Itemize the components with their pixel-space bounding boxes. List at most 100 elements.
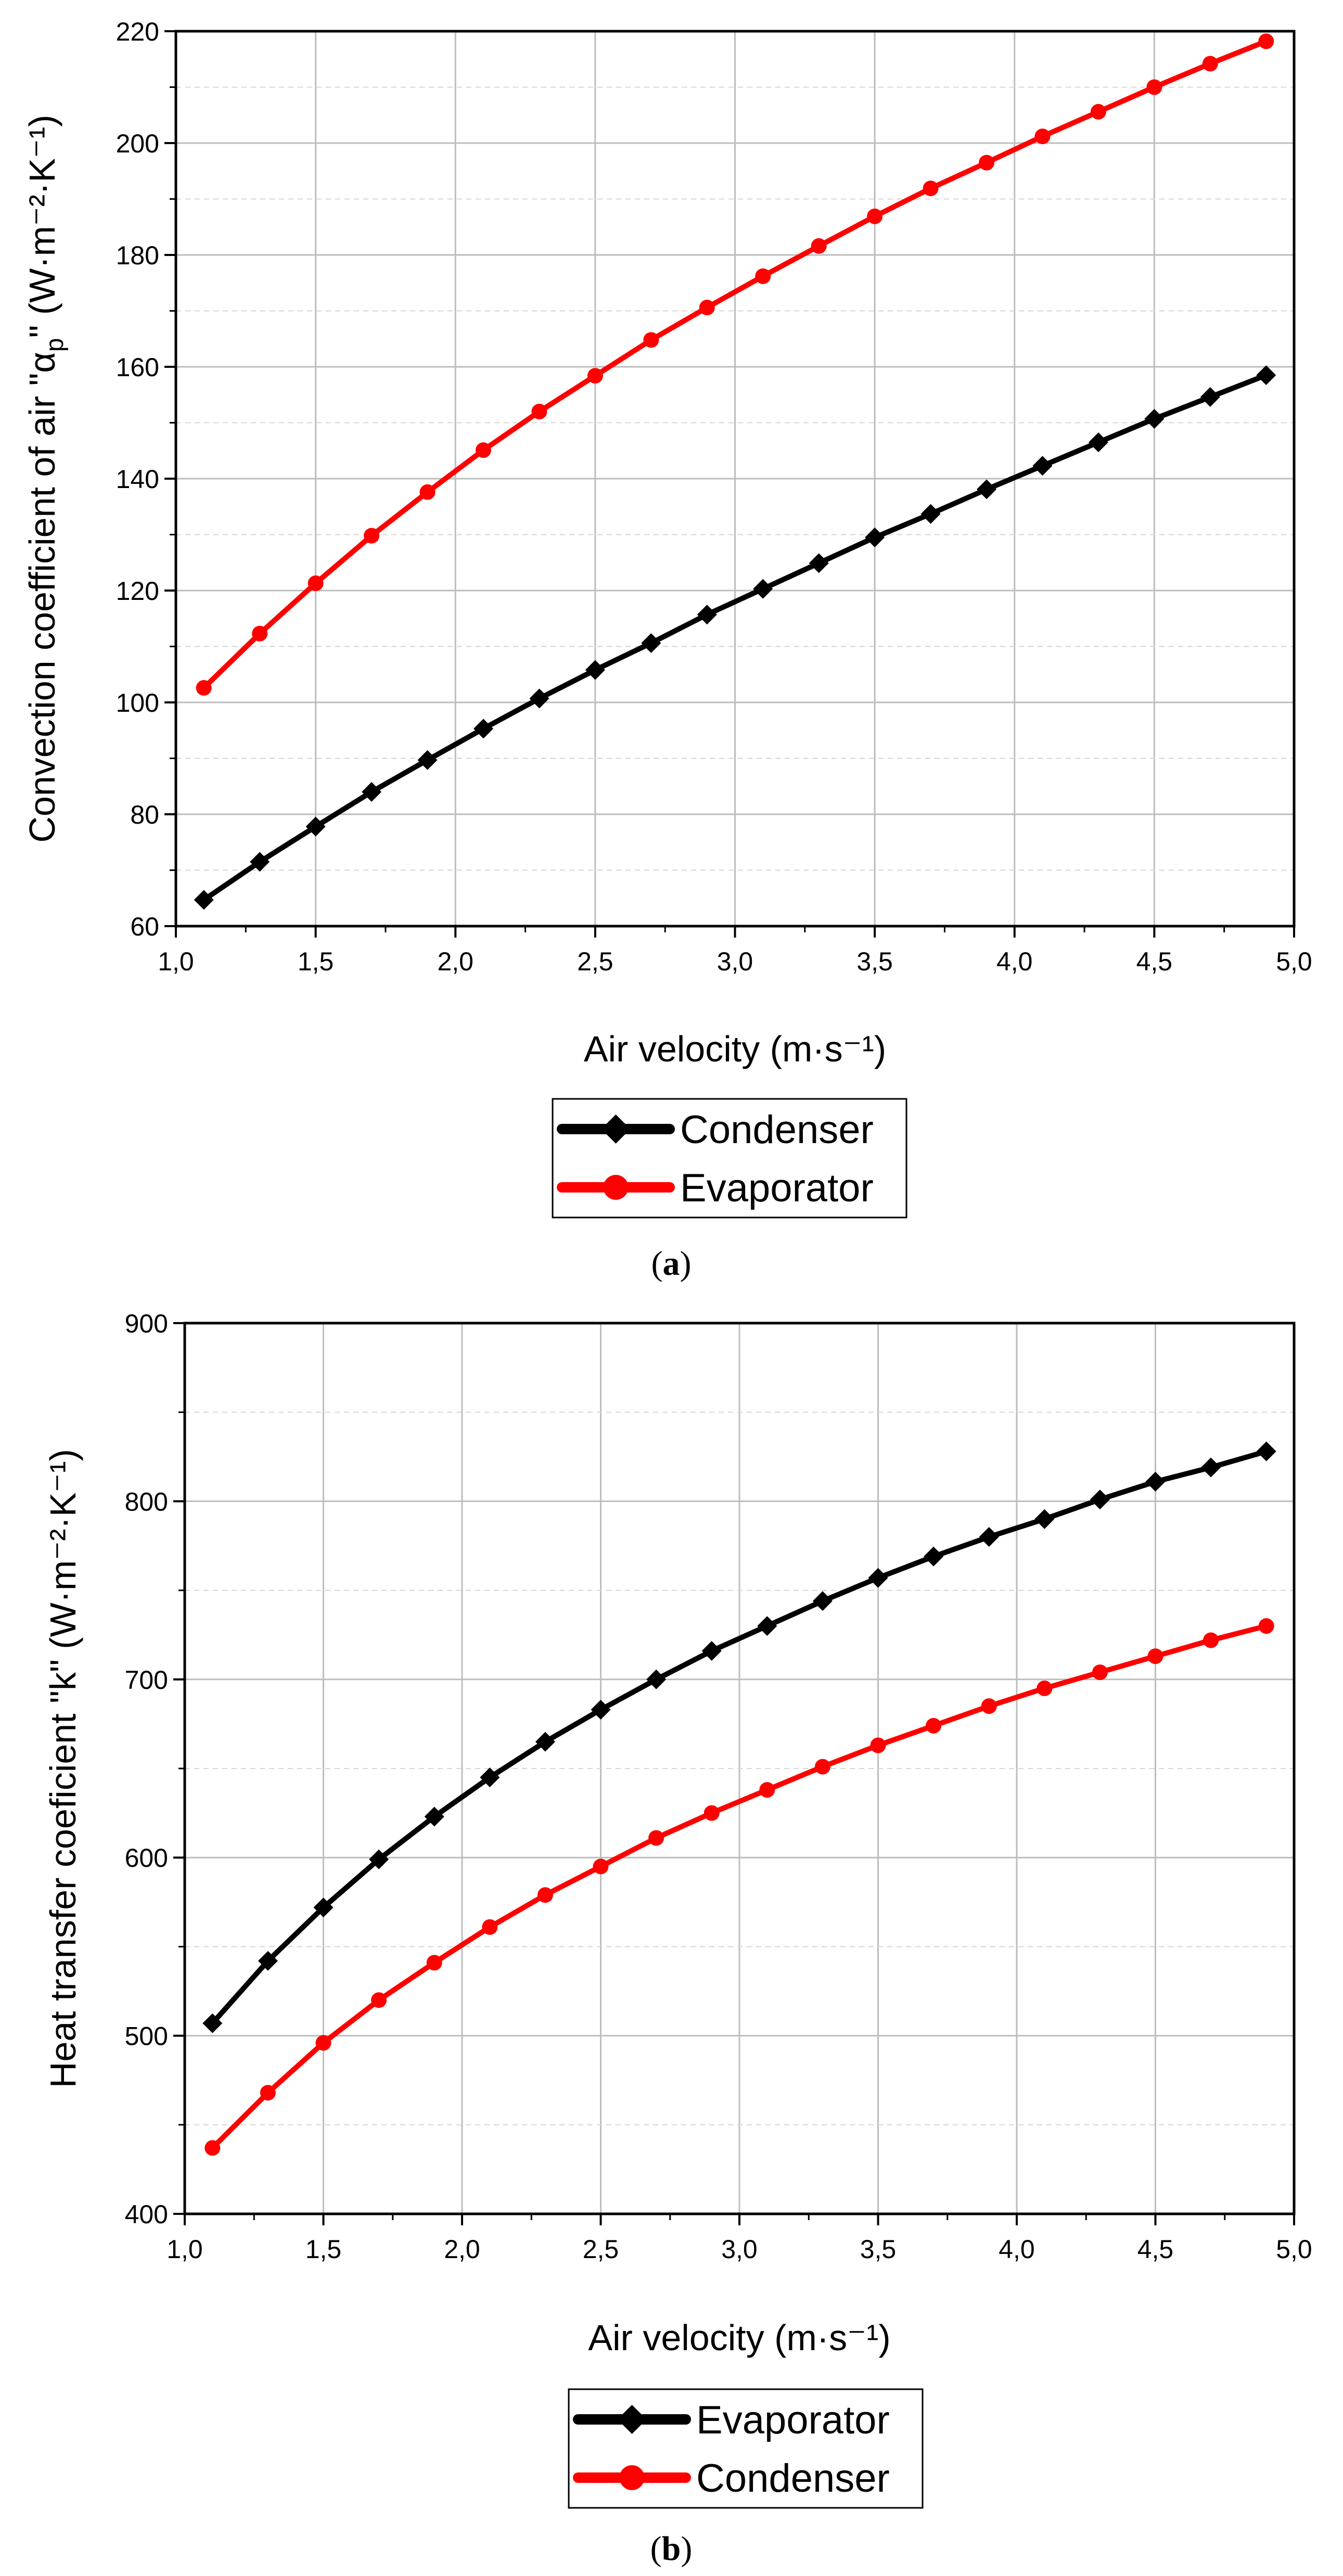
data-point-condenser: [260, 2085, 276, 2101]
data-point-evaporator: [1201, 1457, 1221, 1478]
data-point-condenser: [362, 782, 382, 802]
chart-panel-a: 1,0 1,5 2,0 2,5 3,0 3,5 4,0 4,5 5,0 60 80 100 120 140…: [22, 17, 1312, 1283]
x-tick-label: 3,5: [860, 2235, 897, 2264]
data-point-evaporator: [979, 1527, 999, 1547]
series-line-condenser: [210, 1623, 1267, 2150]
data-point-evaporator: [1256, 1441, 1276, 1462]
chart-panel-b: 1,0 1,5 2,0 2,5 3,0 3,5 4,0 4,5 5,0 400 500 600 700 8…: [43, 1309, 1312, 2568]
data-point-condenser: [482, 1919, 498, 1935]
data-point-condenser: [920, 504, 941, 524]
data-point-condenser: [426, 1955, 442, 1971]
y-tick-label: 220: [116, 17, 159, 46]
x-tick-label: 4,0: [996, 947, 1033, 976]
data-point-condenser: [704, 1805, 720, 1821]
y-tick-label: 600: [125, 1843, 168, 1873]
x-tick-label: 3,0: [717, 947, 753, 976]
axis-ticks-b: 1,0 1,5 2,0 2,5 3,0 3,5 4,0 4,5 5,0 400 500 600 700 8…: [125, 1309, 1312, 2264]
panel-label-a: (a): [651, 1245, 692, 1283]
data-point-evaporator: [701, 1641, 722, 1661]
y-tick-label: 500: [125, 2022, 168, 2051]
gridlines-b: [184, 1322, 1295, 2215]
data-point-condenser: [537, 1887, 553, 1903]
series-group-b: [202, 1441, 1276, 2156]
x-tick-label: 4,0: [999, 2235, 1035, 2264]
data-point-condenser: [1203, 1632, 1219, 1648]
y-axis-title-b: Heat transfer coeficient "k" (W·m⁻²·K⁻¹): [43, 1449, 83, 2088]
data-point-evaporator: [369, 1849, 389, 1869]
data-point-condenser: [753, 579, 773, 599]
legend-item-condenser: Condenser: [557, 1108, 874, 1152]
data-point-evaporator: [755, 268, 771, 284]
y-tick-label: 160: [116, 353, 159, 382]
data-point-evaporator: [196, 680, 212, 696]
x-tick-label: 4,5: [1136, 947, 1173, 976]
data-point-condenser: [1256, 365, 1276, 386]
data-point-condenser: [865, 527, 885, 547]
series-evaporator: [196, 33, 1274, 696]
data-point-evaporator: [1090, 104, 1106, 120]
y-tick-label: 100: [116, 688, 159, 717]
x-tick-label: 3,0: [721, 2235, 758, 2264]
x-tick-label: 1,0: [158, 947, 194, 976]
data-point-condenser: [641, 633, 661, 653]
data-point-evaporator: [308, 575, 324, 592]
data-point-evaporator: [867, 208, 883, 224]
data-point-evaporator: [1145, 1471, 1166, 1492]
y-tick-label: 700: [125, 1665, 168, 1695]
plot-frame-a: [174, 30, 1296, 928]
y-tick-label: 80: [130, 800, 159, 829]
data-point-condenser: [981, 1698, 997, 1714]
data-point-evaporator: [424, 1806, 444, 1827]
legend-item-evaporator: Evaporator: [573, 2398, 890, 2442]
x-axis-title-b: Air velocity (m·s⁻¹): [588, 2317, 890, 2358]
data-point-condenser: [1032, 456, 1053, 476]
data-point-evaporator: [1146, 79, 1162, 95]
panel-label-b: (b): [650, 2530, 693, 2568]
legend-marker-circle: [619, 2465, 645, 2490]
data-point-condenser: [315, 2035, 331, 2051]
data-point-condenser: [759, 1782, 775, 1798]
data-point-condenser: [1092, 1664, 1108, 1681]
data-point-condenser: [529, 688, 549, 709]
series-condenser: [204, 1618, 1274, 2156]
y-title-a-sub: p: [41, 338, 69, 352]
x-axis-title-a: Air velocity (m·s⁻¹): [584, 1029, 886, 1069]
data-point-condenser: [1258, 1618, 1274, 1634]
plot-frame-b: [183, 1322, 1296, 2215]
data-point-condenser: [977, 479, 997, 499]
data-point-condenser: [585, 660, 605, 680]
x-tick-label: 1,5: [298, 947, 334, 976]
data-point-condenser: [305, 816, 326, 837]
series-evaporator: [202, 1441, 1276, 2033]
data-point-condenser: [809, 553, 829, 573]
data-point-evaporator: [587, 368, 603, 384]
data-point-evaporator: [535, 1732, 555, 1752]
y-axis-title-a: Convection coefficient of air "αp" (W·m⁻…: [22, 114, 69, 842]
data-point-condenser: [593, 1859, 609, 1875]
data-point-condenser: [417, 750, 438, 770]
data-point-condenser: [1147, 1648, 1163, 1664]
legend-b: Evaporator Condenser: [568, 2388, 924, 2509]
data-point-evaporator: [258, 1951, 278, 1971]
data-point-condenser: [250, 852, 270, 872]
data-point-evaporator: [591, 1700, 611, 1720]
y-tick-label: 200: [116, 129, 159, 158]
data-point-condenser: [1144, 408, 1165, 429]
data-point-evaporator: [812, 1591, 833, 1611]
data-point-condenser: [1037, 1680, 1053, 1696]
x-tick-label: 5,0: [1276, 2235, 1312, 2264]
y-tick-label: 60: [130, 912, 159, 941]
axis-ticks-a: 1,0 1,5 2,0 2,5 3,0 3,5 4,0 4,5 5,0 60 80 100 120 140…: [116, 17, 1312, 976]
data-point-evaporator: [1034, 1509, 1055, 1529]
series-line-evaporator: [210, 1449, 1268, 2025]
legend-marker-diamond: [601, 1114, 631, 1144]
x-tick-label: 2,0: [444, 2235, 480, 2264]
x-tick-label: 1,0: [167, 2235, 203, 2264]
series-group-a: [194, 33, 1276, 910]
x-tick-label: 1,5: [305, 2235, 342, 2264]
y-tick-label: 120: [116, 576, 159, 606]
legend-label: Condenser: [696, 2456, 890, 2501]
data-point-evaporator: [924, 1546, 944, 1567]
data-point-evaporator: [646, 1669, 667, 1689]
y-tick-label: 180: [116, 241, 159, 270]
